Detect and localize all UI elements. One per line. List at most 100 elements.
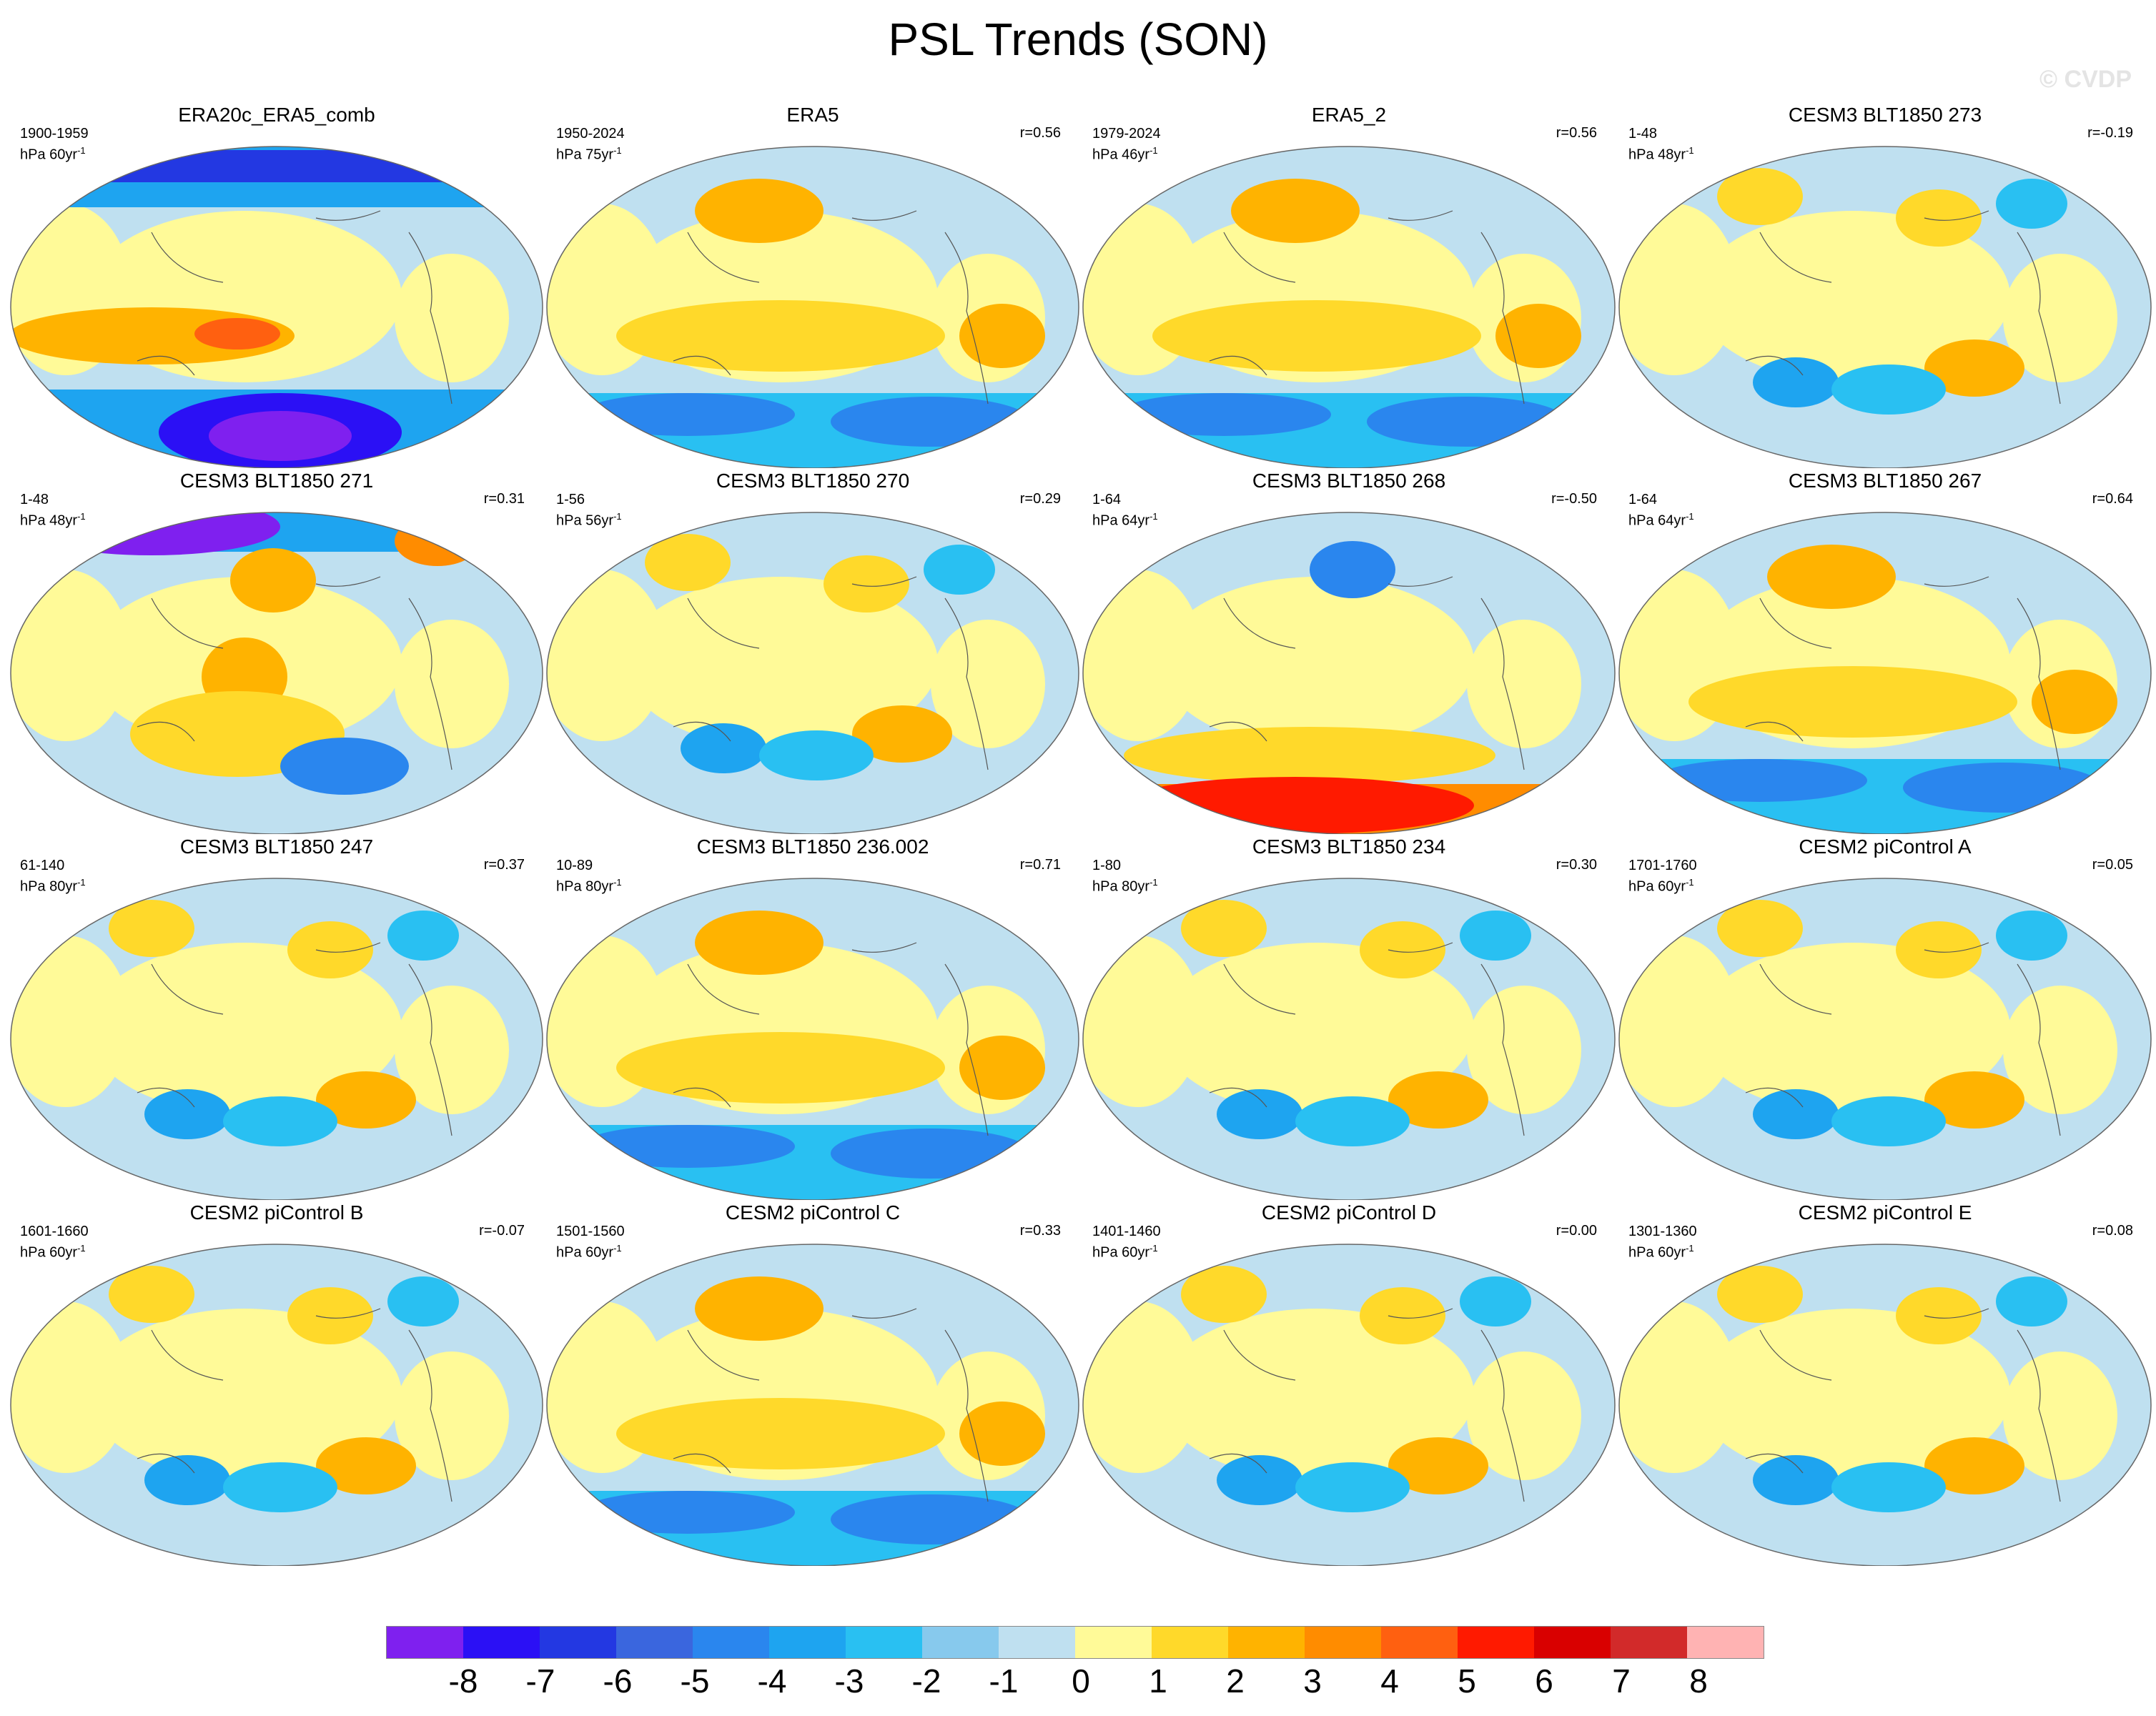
psl-trend-map [546,1244,1079,1566]
colorbar-boxes [386,1626,1764,1659]
map-panel: ERA20c_ERA5_comb 1900-1959 hPa 60yr-1 [9,104,545,470]
positive-region [695,1276,824,1341]
pattern-correlation: r=-0.50 [1551,491,1597,507]
panel-title: CESM2 piControl B [189,1201,364,1224]
trend-field [547,512,1079,834]
colorbar-box [616,1627,693,1658]
negative-region [580,393,795,436]
positive-region [616,1398,945,1469]
panel-grid: ERA20c_ERA5_comb 1900-1959 hPa 60yr-1 ERA5 1… [9,104,2152,1566]
panel-period: 1-56 hPa 56yr-1 [556,491,622,530]
negative-region [11,150,543,182]
colorbar-box [1228,1627,1305,1658]
colorbar-tick-label: 2 [1226,1662,1245,1700]
positive-region [1159,577,1474,748]
coastlines [137,1308,453,1502]
period-range: 1979-2024 [1092,126,1161,142]
units-exponent: -1 [1686,877,1694,888]
panel-period: 61-140 hPa 80yr-1 [20,857,86,896]
trend-field [1083,878,1615,1200]
positive-region [1896,921,1982,978]
map-panel: ERA5_2 1979-2024 hPa 46yr-1 r=0.56 [1081,104,1617,470]
map-outline [10,512,543,834]
positive-region [395,1352,509,1480]
pattern-correlation: r=-0.07 [479,1223,525,1239]
negative-region [1753,1455,1839,1505]
negative-region [144,1089,230,1139]
pattern-correlation: r=0.00 [1556,1223,1597,1239]
panel-title: CESM3 BLT1850 267 [1788,470,1982,492]
psl-trend-map [546,878,1079,1200]
period-range: 1601-1660 [20,1224,89,1239]
map-outline [1082,878,1616,1200]
colorbar-tick-label: -7 [525,1662,555,1700]
colorbar-tick-label: -6 [603,1662,633,1700]
negative-region [580,1491,795,1534]
colorbar-box [846,1627,922,1658]
trend-units-text: hPa 80yr [556,878,614,895]
period-range: 1-48 [20,492,49,507]
positive-region [959,1402,1045,1466]
trend-field [547,878,1079,1200]
trend-units-text: hPa 80yr [20,878,78,895]
trend-units: hPa 64yr-1 [1092,508,1158,530]
psl-trend-map [546,512,1079,834]
positive-region [1467,1352,1581,1480]
positive-region [1152,300,1481,372]
coastlines [137,942,453,1136]
pattern-correlation: r=-0.19 [2087,125,2133,141]
trend-units: hPa 46yr-1 [1092,142,1161,164]
negative-region [580,1125,795,1168]
units-exponent: -1 [613,1243,622,1254]
negative-region [759,730,874,780]
panel-title: CESM2 piControl D [1261,1201,1437,1224]
positive-region [316,1437,416,1494]
positive-region [852,705,952,763]
positive-region [1896,1287,1982,1344]
panel-title: CESM2 piControl C [725,1201,901,1224]
panel-title: CESM3 BLT1850 236.002 [696,835,929,858]
positive-region [1924,339,2024,397]
panel-title: CESM2 piControl E [1798,1201,1972,1224]
negative-region [1653,759,1867,802]
negative-region [1117,393,1331,436]
negative-region [223,1096,337,1146]
colorbar-tick-label: 8 [1689,1662,1708,1700]
positive-region [1717,168,1803,225]
positive-region [11,1301,130,1473]
positive-region [959,304,1045,368]
negative-region [1460,911,1531,961]
coastlines [1745,210,2061,405]
negative-region [1996,179,2067,229]
trend-units: hPa 60yr-1 [1628,874,1697,896]
map-panel: CESM3 BLT1850 271 1-48 hPa 48yr-1 r=0.31 [9,470,545,835]
coastlines [1209,576,1525,770]
positive-region [11,936,130,1107]
panel-title: CESM3 BLT1850 234 [1252,835,1446,858]
period-range: 1-48 [1628,126,1658,142]
trend-units: hPa 80yr-1 [1092,874,1158,896]
trend-field [1083,147,1615,468]
trend-units-text: hPa 56yr [556,512,614,529]
trend-field [547,1244,1079,1566]
trend-units: hPa 60yr-1 [20,1240,89,1261]
coastlines [1745,942,2061,1136]
units-exponent: -1 [613,877,622,888]
map-outline [546,1244,1079,1566]
colorbar-box [387,1627,463,1658]
positive-region [395,986,509,1114]
positive-region [1467,986,1581,1114]
units-exponent: -1 [1686,1243,1694,1254]
psl-trend-map [1618,146,2152,468]
panel-period: 1-64 hPa 64yr-1 [1628,491,1694,530]
psl-trend-map [1618,1244,2152,1566]
positive-region [316,1071,416,1129]
positive-region [109,900,194,957]
negative-region [209,411,352,461]
positive-region [547,570,666,741]
colorbar-tick-label: -5 [680,1662,710,1700]
positive-region [1619,936,1739,1107]
positive-region [695,179,824,243]
trend-units-text: hPa 64yr [1092,512,1150,529]
panel-period: 1-48 hPa 48yr-1 [20,491,86,530]
